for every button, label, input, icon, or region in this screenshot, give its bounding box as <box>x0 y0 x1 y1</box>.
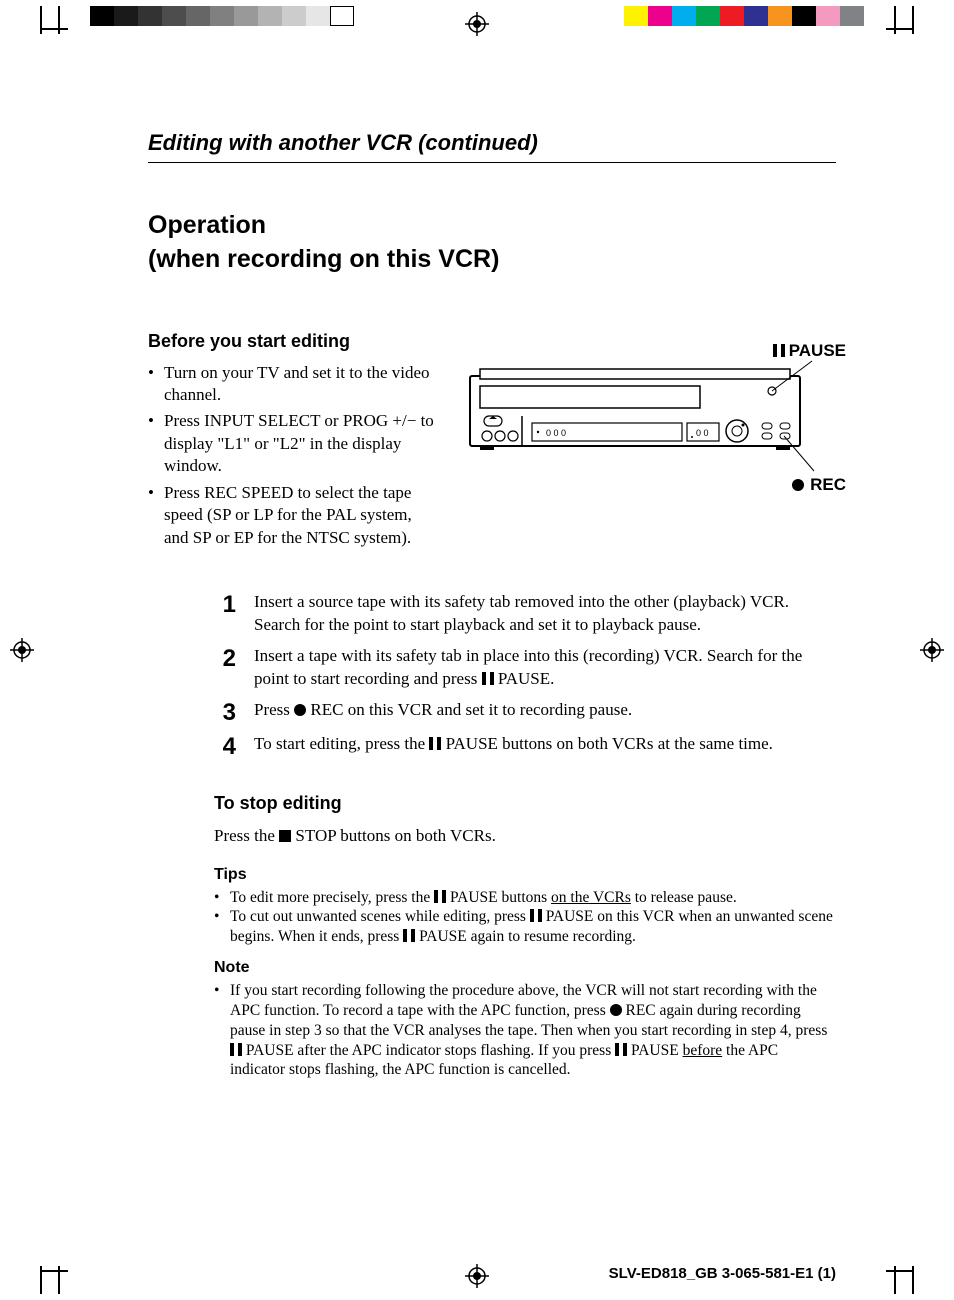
note-list: If you start recording following the pro… <box>214 981 836 1080</box>
svg-text:0 0: 0 0 <box>696 428 709 438</box>
rec-icon <box>792 479 804 491</box>
step-body: To start editing, press the PAUSE button… <box>254 733 836 756</box>
tips-heading: Tips <box>214 866 836 884</box>
rec-icon <box>610 1004 622 1016</box>
step: 3 Press REC on this VCR and set it to rec… <box>214 699 836 725</box>
operation-title-line1: Operation <box>148 209 836 243</box>
step-body: Press REC on this VCR and set it to reco… <box>254 699 836 722</box>
vcr-pause-label: PAUSE <box>773 341 846 361</box>
stop-icon <box>279 830 291 842</box>
before-heading: Before you start editing <box>148 331 438 352</box>
pause-icon <box>773 344 785 357</box>
before-item: Turn on your TV and set it to the video … <box>148 362 438 407</box>
step-body: Insert a source tape with its safety tab… <box>254 591 836 637</box>
note-item: If you start recording following the pro… <box>214 981 836 1080</box>
pause-icon <box>482 672 494 685</box>
operation-title: Operation (when recording on this VCR) <box>148 209 836 277</box>
registration-bottom <box>0 1254 954 1294</box>
pause-icon <box>530 909 542 922</box>
tip-item: To cut out unwanted scenes while editing… <box>214 907 836 947</box>
vcr-rec-label: REC <box>773 475 846 495</box>
grayscale-bar <box>90 6 354 26</box>
steps-list: 1 Insert a source tape with its safety ta… <box>214 591 836 759</box>
pause-icon <box>615 1043 627 1056</box>
crop-mark-bottom-right <box>884 1254 944 1294</box>
tip-item: To edit more precisely, press the PAUSE … <box>214 888 836 908</box>
registration-target-right <box>920 638 944 662</box>
pause-icon <box>403 929 415 942</box>
step: 1 Insert a source tape with its safety ta… <box>214 591 836 637</box>
crop-mark-top-left <box>10 6 70 46</box>
rec-text: REC <box>810 475 846 495</box>
svg-text:0 0 0: 0 0 0 <box>546 428 566 438</box>
step-number: 3 <box>214 699 236 725</box>
step: 2 Insert a tape with its safety tab in pl… <box>214 645 836 691</box>
pause-text: PAUSE <box>789 341 846 361</box>
step-body: Insert a tape with its safety tab in pla… <box>254 645 836 691</box>
stop-heading: To stop editing <box>214 793 836 814</box>
tips-list: To edit more precisely, press the PAUSE … <box>214 888 836 947</box>
pause-icon <box>434 890 446 903</box>
pause-icon <box>429 737 441 750</box>
before-item: Press REC SPEED to select the tape speed… <box>148 482 438 549</box>
crop-mark-bottom-left <box>10 1254 70 1294</box>
page-content: Editing with another VCR (continued) Ope… <box>148 130 836 1080</box>
rec-icon <box>294 704 306 716</box>
step-number: 4 <box>214 733 236 759</box>
registration-top <box>0 6 954 46</box>
section-title: Editing with another VCR (continued) <box>148 130 836 163</box>
registration-target-left <box>10 638 34 662</box>
crop-mark-top-right <box>884 6 944 46</box>
note-heading: Note <box>214 959 836 977</box>
before-list: Turn on your TV and set it to the video … <box>148 362 438 550</box>
registration-target-top <box>465 12 489 36</box>
step: 4 To start editing, press the PAUSE butto… <box>214 733 836 759</box>
registration-target-bottom <box>465 1264 489 1288</box>
before-item: Press INPUT SELECT or PROG +/− to displa… <box>148 410 438 477</box>
step-number: 2 <box>214 645 236 671</box>
pause-icon <box>230 1043 242 1056</box>
color-bar <box>624 6 864 26</box>
step-number: 1 <box>214 591 236 617</box>
vcr-diagram: 0 0 0 0 0 <box>462 331 836 554</box>
stop-body: Press the STOP buttons on both VCRs. <box>214 824 836 848</box>
operation-title-line2: (when recording on this VCR) <box>148 243 836 277</box>
